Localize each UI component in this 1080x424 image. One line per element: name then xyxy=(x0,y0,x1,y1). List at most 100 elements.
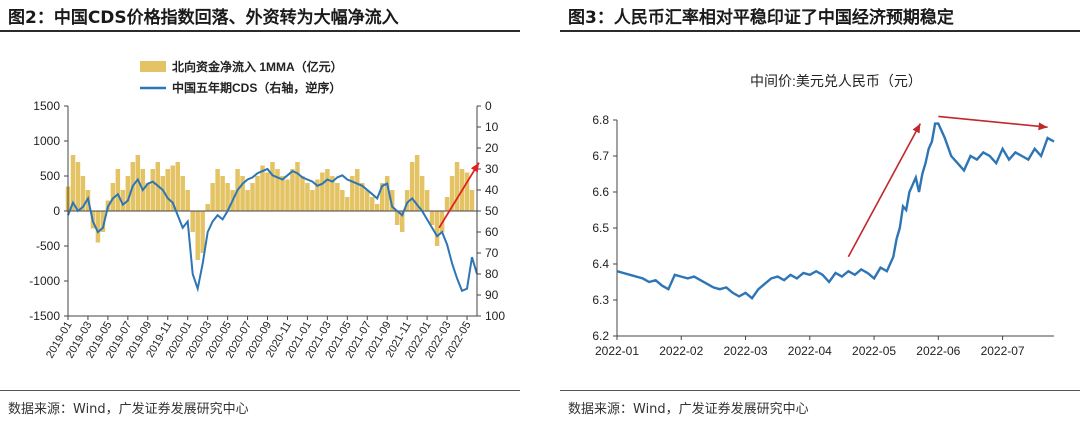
y-tick-label: 6.5 xyxy=(592,221,609,235)
bar xyxy=(260,165,265,211)
bar xyxy=(394,211,400,225)
legend-label: 北向资金净流入 1MMA（亿元） xyxy=(172,59,343,74)
annotation-arrow xyxy=(438,162,480,229)
bar xyxy=(245,190,250,211)
annotation-arrow xyxy=(847,123,922,258)
bar xyxy=(275,169,280,211)
y-tick-label-right: 100 xyxy=(485,309,505,323)
chart-source: 数据来源：Wind，广发证券发展研究中心 xyxy=(8,402,249,417)
bar xyxy=(409,162,415,211)
bar xyxy=(100,211,106,232)
y-tick-label-right: 80 xyxy=(485,267,499,281)
bar xyxy=(185,190,190,211)
y-tick-label-left: 1500 xyxy=(33,99,60,113)
y-tick-label-right: 60 xyxy=(485,225,499,239)
y-tick-label: 6.8 xyxy=(592,113,609,127)
bar xyxy=(399,211,405,232)
series-line xyxy=(616,122,1055,300)
bar xyxy=(389,190,395,211)
bar xyxy=(310,190,315,211)
y-tick-label-left: 0 xyxy=(53,204,60,218)
series-line xyxy=(67,167,478,293)
bar xyxy=(454,162,460,211)
bar xyxy=(315,179,320,211)
bar xyxy=(80,176,86,211)
bar xyxy=(255,176,260,211)
bar xyxy=(449,176,455,211)
y-tick-label-right: 50 xyxy=(485,204,499,218)
y-tick-label-left: 500 xyxy=(40,169,60,183)
x-tick-label: 2022-07 xyxy=(981,344,1025,358)
bar xyxy=(464,172,470,211)
bar xyxy=(320,172,325,211)
y-tick-label: 6.3 xyxy=(592,293,609,307)
y-tick-label-left: -1000 xyxy=(29,274,60,288)
bar xyxy=(175,162,180,211)
y-tick-label-right: 70 xyxy=(485,246,499,260)
bar xyxy=(330,176,335,211)
annotation-arrowhead xyxy=(1038,122,1048,131)
y-tick-label-right: 10 xyxy=(485,120,499,134)
chart-fig3-svg: 中间价:美元兑人民币（元）6.86.76.66.56.46.36.22022-0… xyxy=(592,73,1055,358)
chart-title: 图2：中国CDS价格指数回落、外资转为大幅净流入 xyxy=(8,8,399,28)
bar xyxy=(419,176,425,211)
annotation-arrow xyxy=(938,115,1048,128)
bar xyxy=(120,190,126,211)
bar xyxy=(335,183,340,211)
bar xyxy=(374,204,380,211)
y-tick-label-right: 90 xyxy=(485,288,499,302)
x-tick-label: 2022-01 xyxy=(595,344,639,358)
bar xyxy=(370,197,375,211)
bar xyxy=(170,165,175,211)
bar xyxy=(404,190,410,211)
bar xyxy=(305,183,310,211)
source-rule xyxy=(560,390,1080,391)
chart-subtitle: 中间价:美元兑人民币（元） xyxy=(750,73,922,89)
title-rule xyxy=(0,30,520,32)
bar xyxy=(215,169,220,211)
bar xyxy=(135,155,141,211)
bar xyxy=(290,169,295,211)
legend-swatch-bar xyxy=(140,61,166,72)
bar xyxy=(190,211,195,232)
bar xyxy=(145,183,151,211)
bar xyxy=(165,169,171,211)
y-tick-label-right: 0 xyxy=(485,99,492,113)
y-tick-label-right: 20 xyxy=(485,141,499,155)
x-tick-label: 2022-02 xyxy=(659,344,703,358)
bar xyxy=(265,172,270,211)
legend-label: 中国五年期CDS（右轴，逆序） xyxy=(172,80,341,95)
y-tick-label: 6.2 xyxy=(592,329,609,343)
bar xyxy=(340,190,345,211)
bar xyxy=(350,176,355,211)
bar xyxy=(75,162,81,211)
bar xyxy=(424,190,430,211)
bar xyxy=(280,176,285,211)
bar xyxy=(325,169,330,211)
bar xyxy=(210,183,215,211)
chart-fig2-svg: 北向资金净流入 1MMA（亿元）中国五年期CDS（右轴，逆序）150010005… xyxy=(29,59,505,360)
bar xyxy=(295,162,300,211)
bar xyxy=(270,162,275,211)
y-tick-label-left: 1000 xyxy=(33,134,60,148)
chart-title: 图3：人民币汇率相对平稳印证了中国经济预期稳定 xyxy=(568,8,954,28)
bar xyxy=(225,183,230,211)
bar xyxy=(180,176,185,211)
bar xyxy=(444,197,450,211)
bar xyxy=(434,211,440,246)
chart-source: 数据来源：Wind，广发证券发展研究中心 xyxy=(568,402,809,417)
bar xyxy=(345,197,350,211)
x-tick-label: 2022-05 xyxy=(852,344,896,358)
x-tick-label: 2022-03 xyxy=(724,344,768,358)
bar xyxy=(110,183,116,211)
annotation-arrowhead xyxy=(912,123,921,134)
source-rule xyxy=(0,390,520,391)
bar xyxy=(300,176,305,211)
x-tick-label: 2022-04 xyxy=(788,344,832,358)
bar xyxy=(240,176,245,211)
title-rule xyxy=(560,30,1080,32)
y-tick-label: 6.6 xyxy=(592,185,609,199)
bar xyxy=(95,211,101,243)
y-tick-label: 6.7 xyxy=(592,149,609,163)
bar xyxy=(469,190,475,211)
